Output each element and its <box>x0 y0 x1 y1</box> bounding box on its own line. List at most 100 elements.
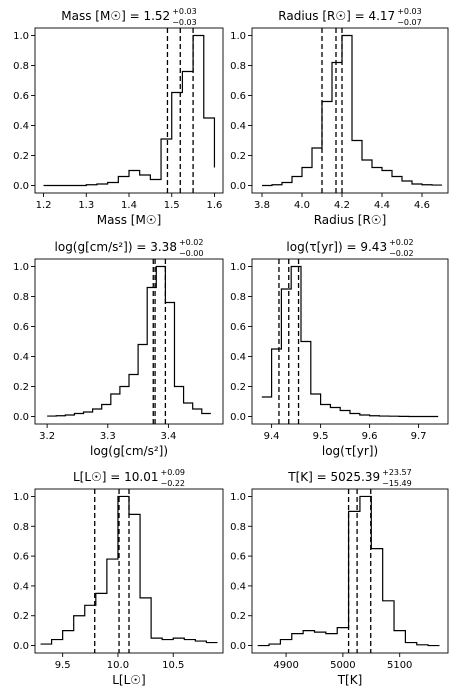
panel-title: log(τ[yr]) = 9.43 +0.02 −0.02 <box>286 238 413 258</box>
x-tick-label: 3.4 <box>160 431 176 442</box>
x-tick-label: 1.4 <box>121 200 137 211</box>
y-tick-label: 0.8 <box>230 61 246 72</box>
y-tick-label: 0.0 <box>230 412 246 423</box>
x-axis-label: Radius [R☉] <box>314 213 387 227</box>
panel-1: 1.2 1.3 1.4 1.5 1.6 0.0 0.2 0.4 0.6 0.8 1.0 Mass [M… <box>13 7 224 227</box>
title-upper-error: +0.02 <box>389 238 414 247</box>
title-lower-error: −0.02 <box>389 249 414 258</box>
y-tick-label: 0.4 <box>13 581 29 592</box>
panel-4: 9.4 9.5 9.6 9.7 0.0 0.2 0.4 0.6 0.8 1.0 log(τ[yr])… <box>230 238 449 458</box>
y-tick-label: 1.0 <box>230 262 246 273</box>
y-tick-label: 0.4 <box>13 121 29 132</box>
x-tick-label: 9.4 <box>264 431 280 442</box>
y-tick-label: 1.0 <box>230 492 246 503</box>
y-tick-label: 0.6 <box>13 552 29 563</box>
x-tick-label: 9.5 <box>313 431 329 442</box>
x-tick-label: 4900 <box>273 660 298 671</box>
panel-title: Radius [R☉] = 4.17 +0.03 −0.07 <box>278 7 421 27</box>
title-value: Mass [M☉] = 1.52 <box>61 9 170 23</box>
y-tick-label: 0.2 <box>230 611 246 622</box>
x-tick-label: 1.3 <box>78 200 94 211</box>
axes-frame <box>251 27 449 194</box>
y-tick-label: 0.0 <box>13 412 29 423</box>
x-axis-label: T[K] <box>337 673 363 687</box>
title-upper-error: +0.02 <box>179 238 204 247</box>
title-value: log(g[cm/s²]) = 3.38 <box>55 240 177 254</box>
title-upper-error: +23.57 <box>382 468 412 477</box>
title-value: log(τ[yr]) = 9.43 <box>286 240 387 254</box>
y-tick-label: 0.2 <box>13 611 29 622</box>
panel-title: T[K] = 5025.39 +23.57 −15.49 <box>287 468 411 488</box>
y-tick-label: 0.2 <box>230 382 246 393</box>
x-tick-label: 1.6 <box>207 200 223 211</box>
y-tick-label: 0.4 <box>230 352 246 363</box>
y-tick-label: 0.6 <box>13 91 29 102</box>
title-value: T[K] = 5025.39 <box>287 470 380 484</box>
histogram-series <box>262 34 442 187</box>
x-tick-label: 10.0 <box>107 660 129 671</box>
title-value: Radius [R☉] = 4.17 <box>278 9 395 23</box>
histogram-series <box>43 34 216 187</box>
y-tick-label: 0.4 <box>13 352 29 363</box>
y-tick-label: 0.8 <box>230 292 246 303</box>
y-tick-label: 1.0 <box>13 492 29 503</box>
x-axis-label: Mass [M☉] <box>97 213 162 227</box>
title-lower-error: −0.07 <box>397 18 422 27</box>
y-tick-label: 0.0 <box>230 641 246 652</box>
x-tick-label: 9.5 <box>55 660 71 671</box>
y-tick-label: 0.6 <box>230 552 246 563</box>
title-lower-error: −0.00 <box>179 249 204 258</box>
x-tick-label: 4.0 <box>294 200 310 211</box>
title-upper-error: +0.09 <box>161 468 186 477</box>
y-tick-label: 0.8 <box>13 61 29 72</box>
x-tick-label: 10.5 <box>162 660 184 671</box>
y-tick-label: 0.2 <box>13 151 29 162</box>
panel-title: L[L☉] = 10.01 +0.09 −0.22 <box>73 468 185 488</box>
title-lower-error: −0.22 <box>161 479 186 488</box>
panel-5: 9.5 10.0 10.5 0.0 0.2 0.4 0.6 0.8 1.0 L[L☉] L[L☉] … <box>13 468 224 687</box>
histogram-series <box>47 265 211 417</box>
x-tick-label: 9.7 <box>411 431 427 442</box>
x-tick-label: 9.6 <box>362 431 378 442</box>
title-lower-error: −0.03 <box>172 18 197 27</box>
y-tick-label: 0.2 <box>230 151 246 162</box>
x-tick-label: 3.8 <box>254 200 270 211</box>
panel-title: Mass [M☉] = 1.52 +0.03 −0.03 <box>61 7 196 27</box>
x-tick-label: 1.2 <box>36 200 52 211</box>
panel-2: 3.8 4.0 4.2 4.4 4.6 0.0 0.2 0.4 0.6 0.8 1.0 Radius … <box>230 7 449 227</box>
x-tick-label: 3.3 <box>100 431 116 442</box>
x-axis-label: log(g[cm/s²]) <box>90 444 168 458</box>
axes-frame <box>251 488 449 654</box>
title-upper-error: +0.03 <box>172 7 197 16</box>
y-tick-label: 0.0 <box>230 181 246 192</box>
y-tick-label: 0.4 <box>230 581 246 592</box>
panel-title: log(g[cm/s²]) = 3.38 +0.02 −0.00 <box>55 238 204 258</box>
y-tick-label: 0.8 <box>13 522 29 533</box>
x-tick-label: 4.4 <box>374 200 390 211</box>
axes-frame <box>34 258 224 425</box>
panel-6: 4900 5000 5100 0.0 0.2 0.4 0.6 0.8 1.0 T[K] T[K] =… <box>230 468 449 687</box>
x-tick-label: 1.5 <box>164 200 180 211</box>
y-tick-label: 1.0 <box>230 31 246 42</box>
x-tick-label: 3.2 <box>39 431 55 442</box>
title-lower-error: −15.49 <box>382 479 412 488</box>
x-tick-label: 4.6 <box>414 200 430 211</box>
title-upper-error: +0.03 <box>397 7 422 16</box>
x-tick-label: 5000 <box>330 660 355 671</box>
x-axis-label: log(τ[yr]) <box>322 444 378 458</box>
axes-frame <box>34 488 224 654</box>
y-tick-label: 1.0 <box>13 31 29 42</box>
y-tick-label: 0.8 <box>13 292 29 303</box>
y-tick-label: 0.0 <box>13 641 29 652</box>
panel-3: 3.2 3.3 3.4 0.0 0.2 0.4 0.6 0.8 1.0 log(g[cm/s²])… <box>13 238 224 458</box>
y-tick-label: 0.6 <box>230 91 246 102</box>
title-value: L[L☉] = 10.01 <box>73 470 159 484</box>
y-tick-label: 0.0 <box>13 181 29 192</box>
y-tick-label: 0.8 <box>230 522 246 533</box>
x-axis-label: L[L☉] <box>112 673 146 687</box>
x-tick-label: 5100 <box>387 660 412 671</box>
y-tick-label: 0.6 <box>13 322 29 333</box>
x-tick-label: 4.2 <box>334 200 350 211</box>
